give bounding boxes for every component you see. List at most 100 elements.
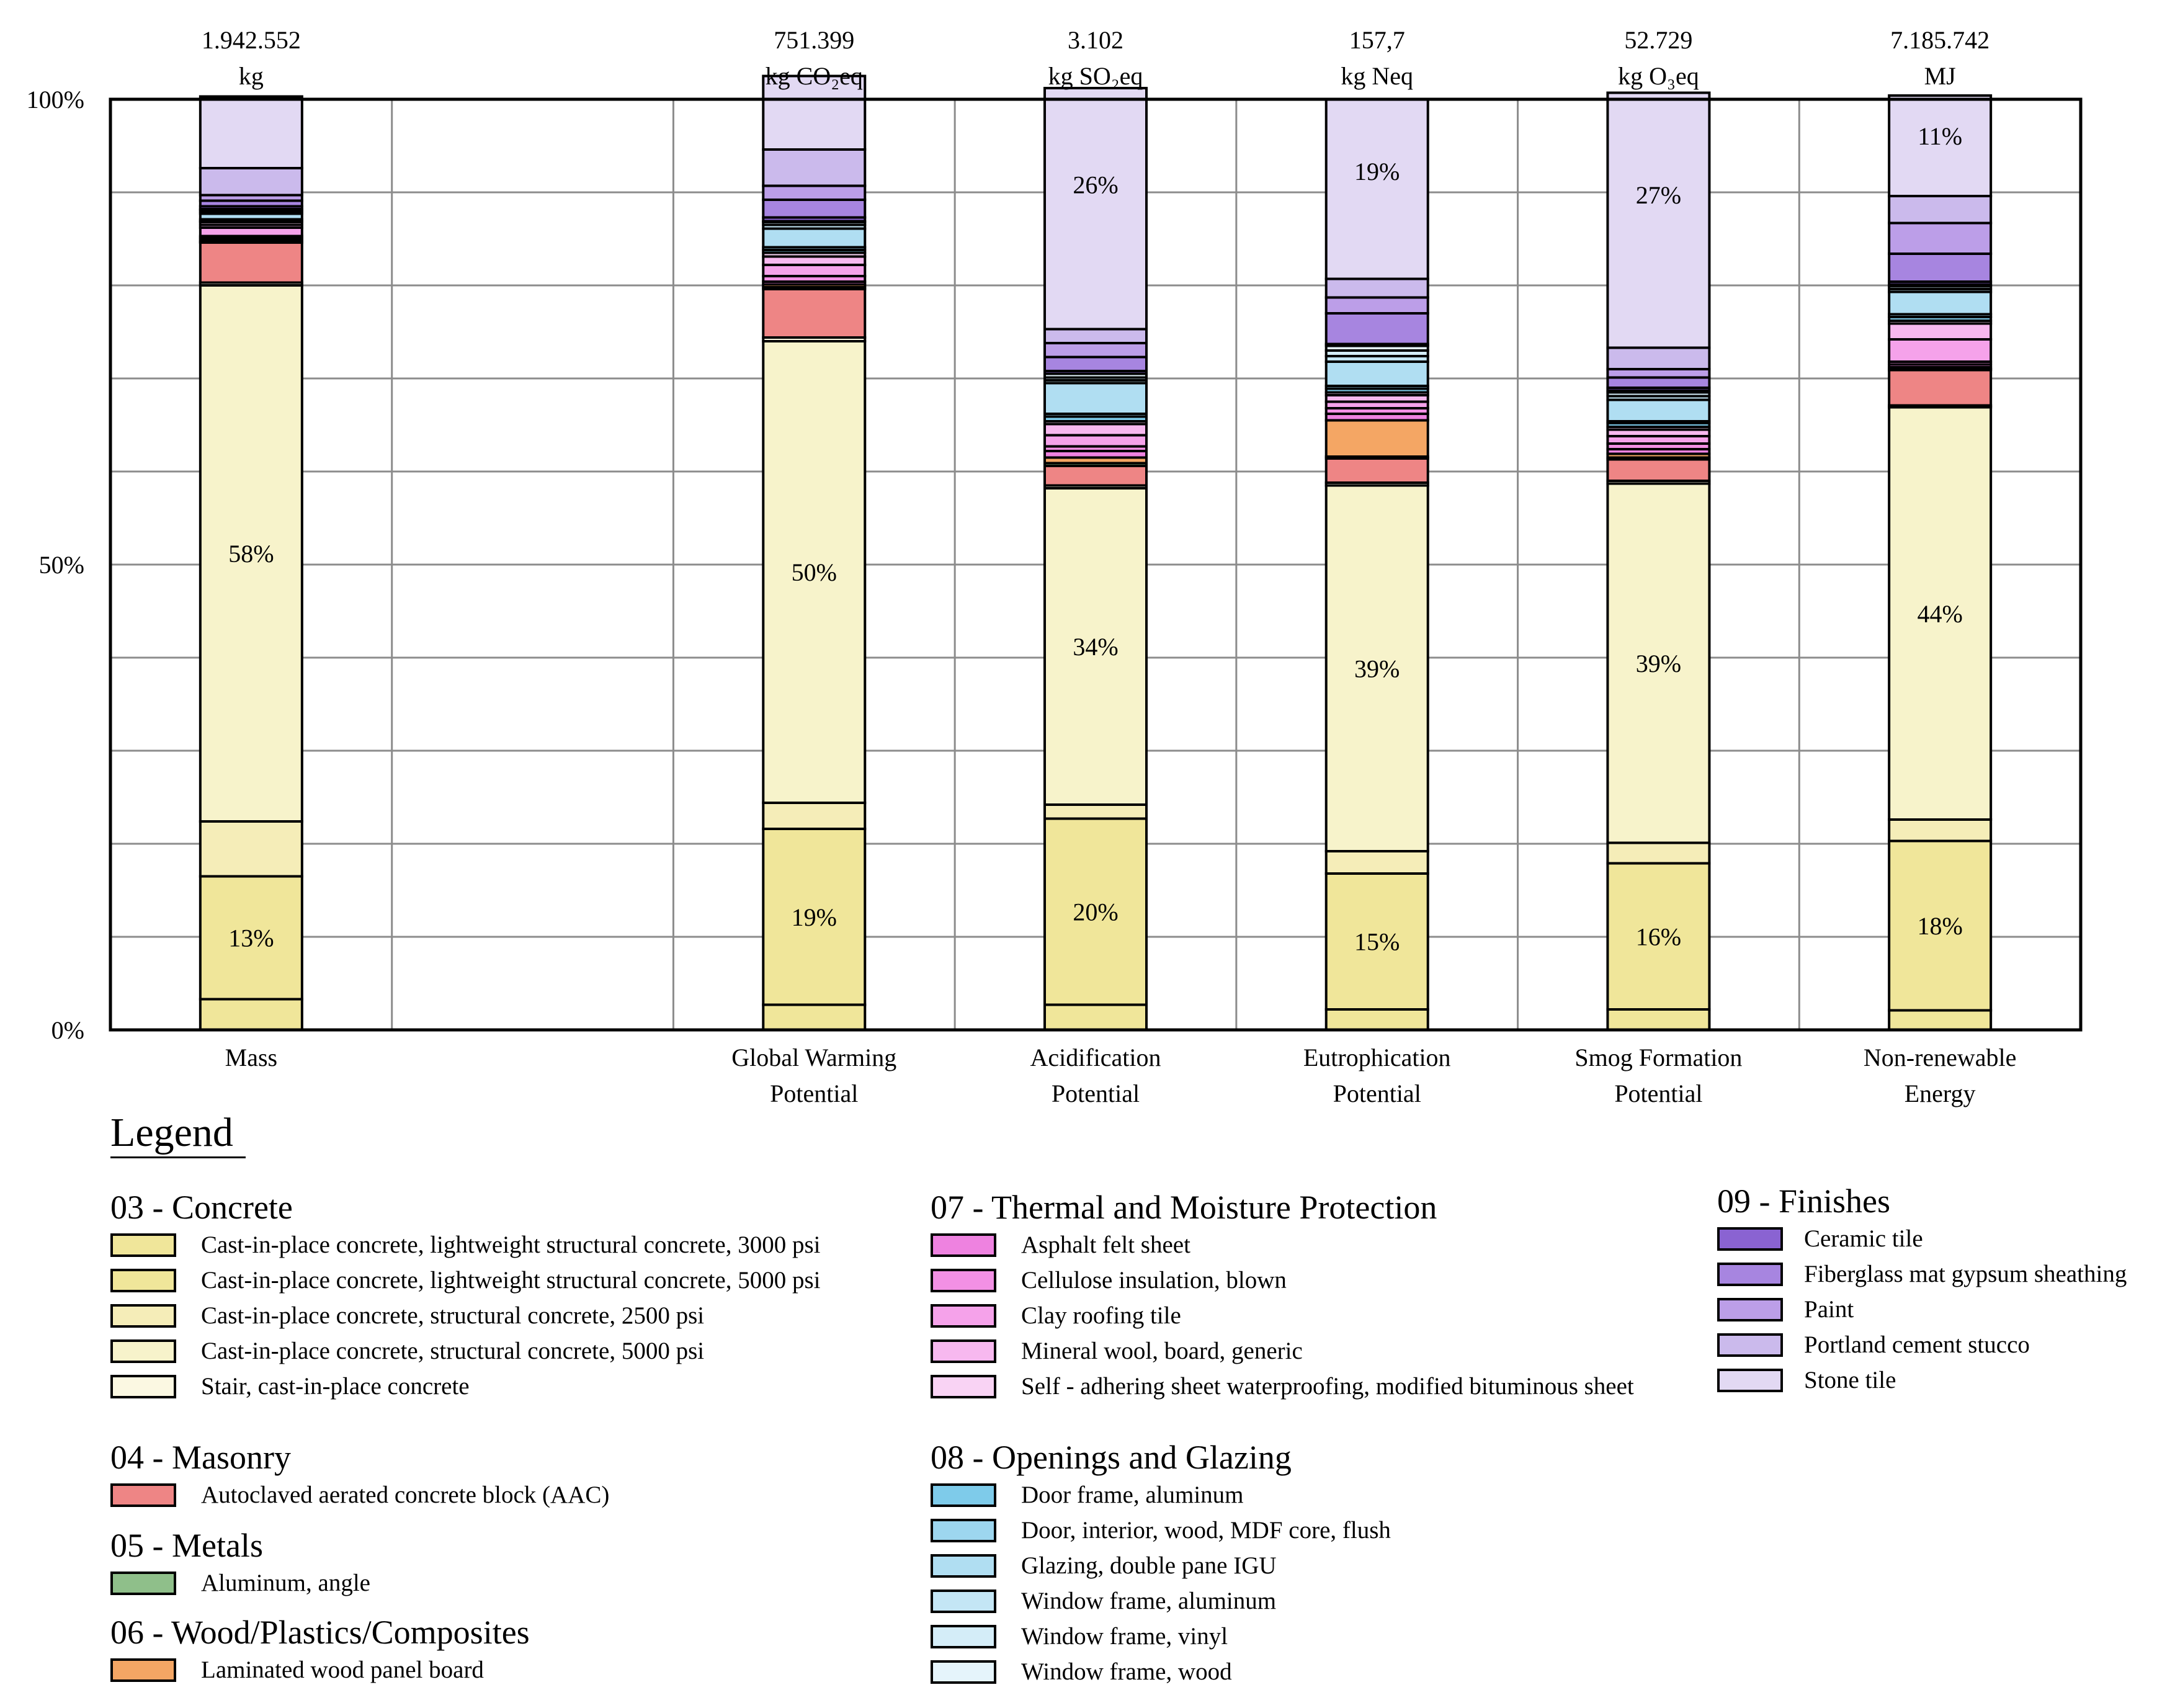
- bars: [199, 74, 1993, 1031]
- bar-segment: [1888, 290, 1993, 316]
- bar-segment: [1324, 419, 1429, 458]
- category-total: 751.399: [774, 26, 854, 54]
- data-label: 11%: [1918, 122, 1962, 150]
- bar-segment: [1888, 406, 1993, 821]
- bar-segment: [1888, 221, 1993, 255]
- bar-segment: [199, 226, 303, 238]
- x-tick-label: Potential: [1614, 1080, 1702, 1107]
- bar-segment: [199, 167, 303, 197]
- data-label: 34%: [1073, 633, 1118, 661]
- bar-segment: [1606, 841, 1711, 865]
- bar-segment: [1888, 1009, 1993, 1031]
- data-label: 16%: [1636, 923, 1681, 950]
- category-total: 1.942.552: [202, 26, 301, 54]
- bar-segment: [1324, 296, 1429, 315]
- bar-segment: [1888, 253, 1993, 283]
- data-label: 18%: [1917, 912, 1962, 940]
- x-tick-label: Energy: [1905, 1080, 1976, 1107]
- x-tick-label: Global Warming: [731, 1044, 896, 1071]
- bar-segment: [1043, 817, 1148, 1006]
- bar-segment: [1043, 1003, 1148, 1031]
- bar-gwp: [762, 74, 867, 1031]
- bar-segment: [199, 241, 303, 284]
- data-label: 13%: [228, 924, 274, 952]
- bar-segment: [199, 875, 303, 1001]
- bar-segment: [762, 184, 867, 201]
- x-tick-label: Potential: [1333, 1080, 1421, 1107]
- bar-segment: [1324, 98, 1429, 280]
- bar-segment: [1606, 368, 1711, 379]
- bar-segment: [1043, 434, 1148, 448]
- bar-sfp: [1606, 91, 1711, 1031]
- bar-segment: [1888, 338, 1993, 363]
- data-label: 26%: [1073, 171, 1118, 199]
- bar-segment: [762, 255, 867, 266]
- bar-segment: [1324, 850, 1429, 875]
- bar-segment: [1043, 87, 1148, 331]
- bar-segment: [1888, 818, 1993, 843]
- plot-frame: [109, 97, 2083, 1032]
- bar-segment: [1606, 398, 1711, 423]
- category-total: 7.185.742: [1890, 26, 1990, 54]
- x-tick-label: Smog Formation: [1574, 1044, 1742, 1071]
- x-tick-label: Mass: [225, 1044, 277, 1071]
- bar-segment: [1043, 423, 1148, 437]
- category-unit: kg: [239, 62, 264, 90]
- bar-segment: [762, 74, 867, 151]
- bar-segment: [762, 802, 867, 830]
- x-tick-label: Eutrophication: [1303, 1044, 1451, 1071]
- data-label: 44%: [1917, 600, 1962, 628]
- data-label: 27%: [1636, 181, 1681, 209]
- bar-segment: [1043, 465, 1148, 487]
- bar-segment: [1043, 803, 1148, 820]
- bar-segment: [1888, 94, 1993, 197]
- category-unit: MJ: [1924, 62, 1956, 90]
- x-tick-label: Acidification: [1030, 1044, 1161, 1071]
- data-label: 19%: [792, 903, 837, 931]
- x-tick-label: Potential: [770, 1080, 858, 1107]
- bar-segment: [1324, 360, 1429, 387]
- category-unit: kg Neq: [1341, 62, 1413, 90]
- bar-segment: [1043, 382, 1148, 415]
- bar-segment: [762, 1003, 867, 1031]
- bar-segment: [199, 998, 303, 1031]
- bar-segment: [1324, 1008, 1429, 1031]
- bar-segment: [1043, 487, 1148, 806]
- bar-segment: [1606, 482, 1711, 844]
- data-label: 50%: [792, 558, 837, 586]
- bar-segment: [1606, 91, 1711, 349]
- y-tick-label: 50%: [39, 551, 84, 579]
- bar-segment: [1606, 458, 1711, 482]
- bar-segment: [1606, 376, 1711, 389]
- bar-segment: [762, 148, 867, 187]
- data-label: 58%: [228, 540, 274, 568]
- data-label: 19%: [1354, 158, 1400, 186]
- bar-ap: [1043, 87, 1148, 1031]
- bar-segment: [1324, 457, 1429, 484]
- bar-ep: [1324, 98, 1429, 1031]
- bar-segment: [1043, 355, 1148, 372]
- bar-segment: [762, 288, 867, 339]
- bar-mass: [199, 95, 303, 1031]
- bar-segment: [1888, 369, 1993, 407]
- category-total: 157,7: [1349, 26, 1405, 54]
- bar-segment: [1888, 322, 1993, 341]
- data-label: 20%: [1073, 898, 1118, 926]
- bar-segment: [199, 95, 303, 169]
- bar-segment: [1043, 328, 1148, 344]
- data-label: 15%: [1354, 928, 1400, 956]
- bar-nre: [1888, 94, 1993, 1031]
- bar-segment: [762, 340, 867, 804]
- bar-segment: [199, 284, 303, 823]
- category-total: 52.729: [1624, 26, 1692, 54]
- category-total: 3.102: [1068, 26, 1123, 54]
- category-unit: kg O₃eq: [1618, 62, 1699, 90]
- bar-segment: [1888, 195, 1993, 225]
- bar-segment: [762, 828, 867, 1006]
- y-tick-label: 100%: [27, 86, 84, 114]
- bar-segment: [762, 264, 867, 277]
- labels: 0% 50% 100% 1.942.552 kg Mass 751.399 kg CO₂eq G…: [27, 26, 2017, 1107]
- bar-segment: [1888, 839, 1993, 1012]
- bar-segment: [1606, 1008, 1711, 1031]
